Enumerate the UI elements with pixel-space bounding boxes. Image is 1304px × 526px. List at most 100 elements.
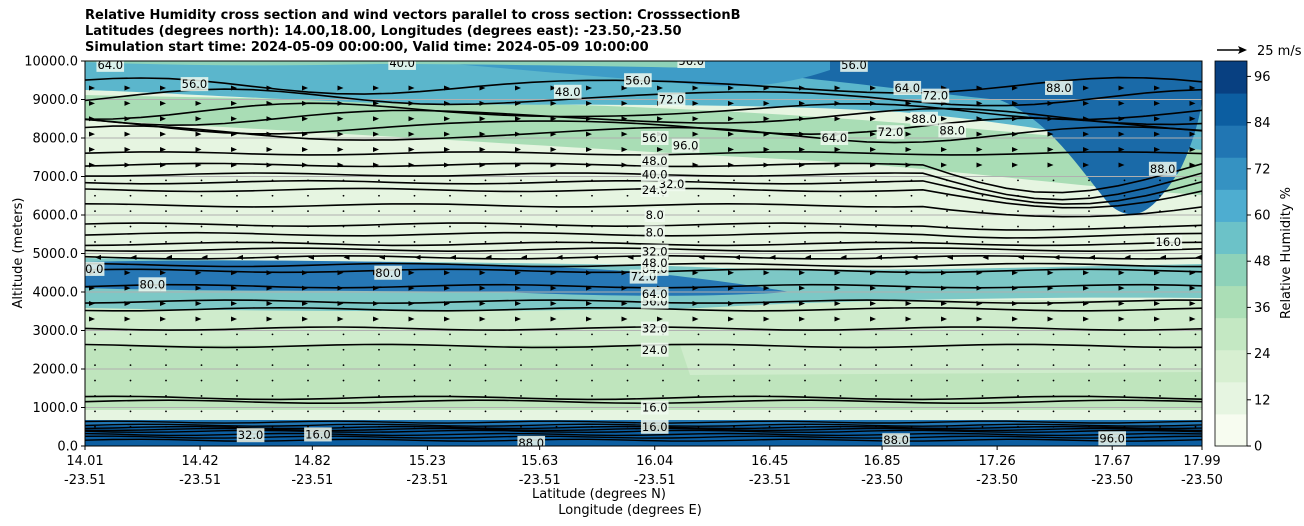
wind-vector bbox=[1118, 131, 1125, 137]
wind-vector bbox=[160, 85, 166, 91]
wind-vector bbox=[1118, 316, 1125, 322]
wind-vector bbox=[1012, 100, 1018, 106]
wind-vector bbox=[657, 316, 663, 322]
x-tick-label-longitude: -23.50 bbox=[1091, 473, 1133, 488]
contour-label-background bbox=[1154, 234, 1183, 249]
wind-vector bbox=[697, 425, 700, 428]
y-tick-label: 10000.0 bbox=[24, 55, 78, 70]
wind-vector bbox=[236, 225, 238, 228]
wind-vector bbox=[555, 364, 558, 367]
wind-vector bbox=[763, 85, 770, 91]
wind-vector bbox=[449, 348, 451, 351]
wind-vector bbox=[89, 316, 95, 322]
wind-vector bbox=[266, 301, 273, 307]
wind-vector bbox=[870, 285, 876, 291]
contour-label: 88.0 bbox=[939, 123, 965, 137]
wind-vector bbox=[1154, 285, 1160, 291]
wind-vector bbox=[697, 364, 700, 367]
wind-vector bbox=[484, 179, 487, 182]
wind-vector bbox=[272, 254, 279, 260]
wind-vector bbox=[910, 425, 913, 428]
wind-vector bbox=[449, 425, 451, 428]
wind-vector bbox=[444, 301, 450, 307]
wind-vector bbox=[591, 194, 593, 197]
wind-vector bbox=[1052, 210, 1055, 213]
wind-vector bbox=[413, 241, 416, 243]
wind-vector bbox=[981, 364, 984, 367]
wind-vector bbox=[946, 348, 948, 351]
wind-vector bbox=[1194, 379, 1197, 382]
contour-label: 88.0 bbox=[883, 433, 909, 447]
wind-vector bbox=[1154, 131, 1160, 137]
wind-vector bbox=[520, 333, 522, 336]
wind-vector bbox=[129, 410, 132, 413]
wind-vector bbox=[875, 410, 877, 413]
wind-vector bbox=[626, 425, 629, 428]
wind-vector bbox=[946, 333, 948, 336]
wind-vector bbox=[1012, 162, 1018, 168]
wind-vector bbox=[1012, 147, 1018, 153]
wind-vector bbox=[910, 241, 913, 243]
contour-labels: 16.024.032.056.064.072.064.048.032.08.08… bbox=[85, 61, 1183, 447]
wind-vector bbox=[271, 364, 274, 367]
chart-title-line-2: Latitudes (degrees north): 14.00,18.00, … bbox=[85, 24, 682, 39]
wind-vector bbox=[302, 270, 308, 276]
wind-vector bbox=[342, 194, 345, 197]
wind-vector bbox=[89, 85, 95, 91]
wind-vector bbox=[515, 147, 521, 153]
wind-vector bbox=[413, 333, 416, 336]
y-tick-label: 6000.0 bbox=[33, 209, 79, 224]
wind-vector bbox=[1123, 410, 1126, 413]
contour-label: 64.0 bbox=[822, 131, 848, 145]
contour-label: 88.0 bbox=[911, 112, 937, 126]
wind-vector bbox=[342, 364, 345, 367]
wind-vector bbox=[555, 333, 558, 336]
x-tick-label-latitude: 14.01 bbox=[66, 454, 103, 469]
wind-vector bbox=[946, 425, 948, 428]
wind-vector bbox=[342, 333, 345, 336]
contour-label: 96.0 bbox=[1099, 431, 1125, 445]
wind-vector bbox=[1052, 348, 1055, 351]
wind-vector bbox=[307, 348, 309, 351]
wind-vector bbox=[413, 379, 416, 382]
wind-vector bbox=[165, 194, 167, 197]
wind-vector bbox=[697, 225, 700, 228]
wind-vector bbox=[378, 410, 380, 413]
wind-vector bbox=[697, 395, 700, 397]
wind-vector bbox=[236, 348, 238, 351]
wind-vector bbox=[621, 285, 628, 291]
wind-vector bbox=[981, 225, 984, 228]
wind-vector bbox=[946, 395, 948, 397]
wind-vector bbox=[981, 410, 984, 413]
wind-vector bbox=[804, 425, 806, 428]
wind-vector bbox=[870, 162, 876, 168]
colorbar-frame bbox=[1214, 60, 1248, 447]
wind-vector bbox=[408, 316, 415, 322]
wind-vector bbox=[550, 316, 557, 322]
wind-vector bbox=[484, 225, 487, 228]
wind-vector bbox=[804, 364, 806, 367]
wind-vector bbox=[910, 348, 913, 351]
wind-vector bbox=[1017, 241, 1019, 243]
wind-vector bbox=[302, 285, 308, 291]
wind-vector bbox=[520, 179, 522, 182]
wind-vector bbox=[1123, 395, 1126, 397]
wind-vector bbox=[342, 379, 345, 382]
wind-vector bbox=[586, 162, 592, 168]
wind-vector bbox=[200, 179, 203, 182]
contour-label-background bbox=[876, 125, 905, 140]
wind-vector bbox=[1012, 85, 1018, 91]
colorbar-tick-label: 48 bbox=[1254, 255, 1271, 270]
wind-vector bbox=[946, 364, 948, 367]
wind-vector bbox=[839, 364, 842, 367]
wind-vector bbox=[662, 241, 664, 243]
wind-vector bbox=[408, 162, 415, 168]
contour-label-background bbox=[517, 435, 546, 446]
wind-vector bbox=[337, 116, 344, 122]
wind-vector bbox=[804, 410, 806, 413]
wind-vector bbox=[728, 116, 734, 122]
wind-vector bbox=[555, 225, 558, 228]
wind-vector bbox=[1052, 379, 1055, 382]
wind-vector bbox=[479, 162, 486, 168]
wind-vector bbox=[484, 241, 487, 243]
